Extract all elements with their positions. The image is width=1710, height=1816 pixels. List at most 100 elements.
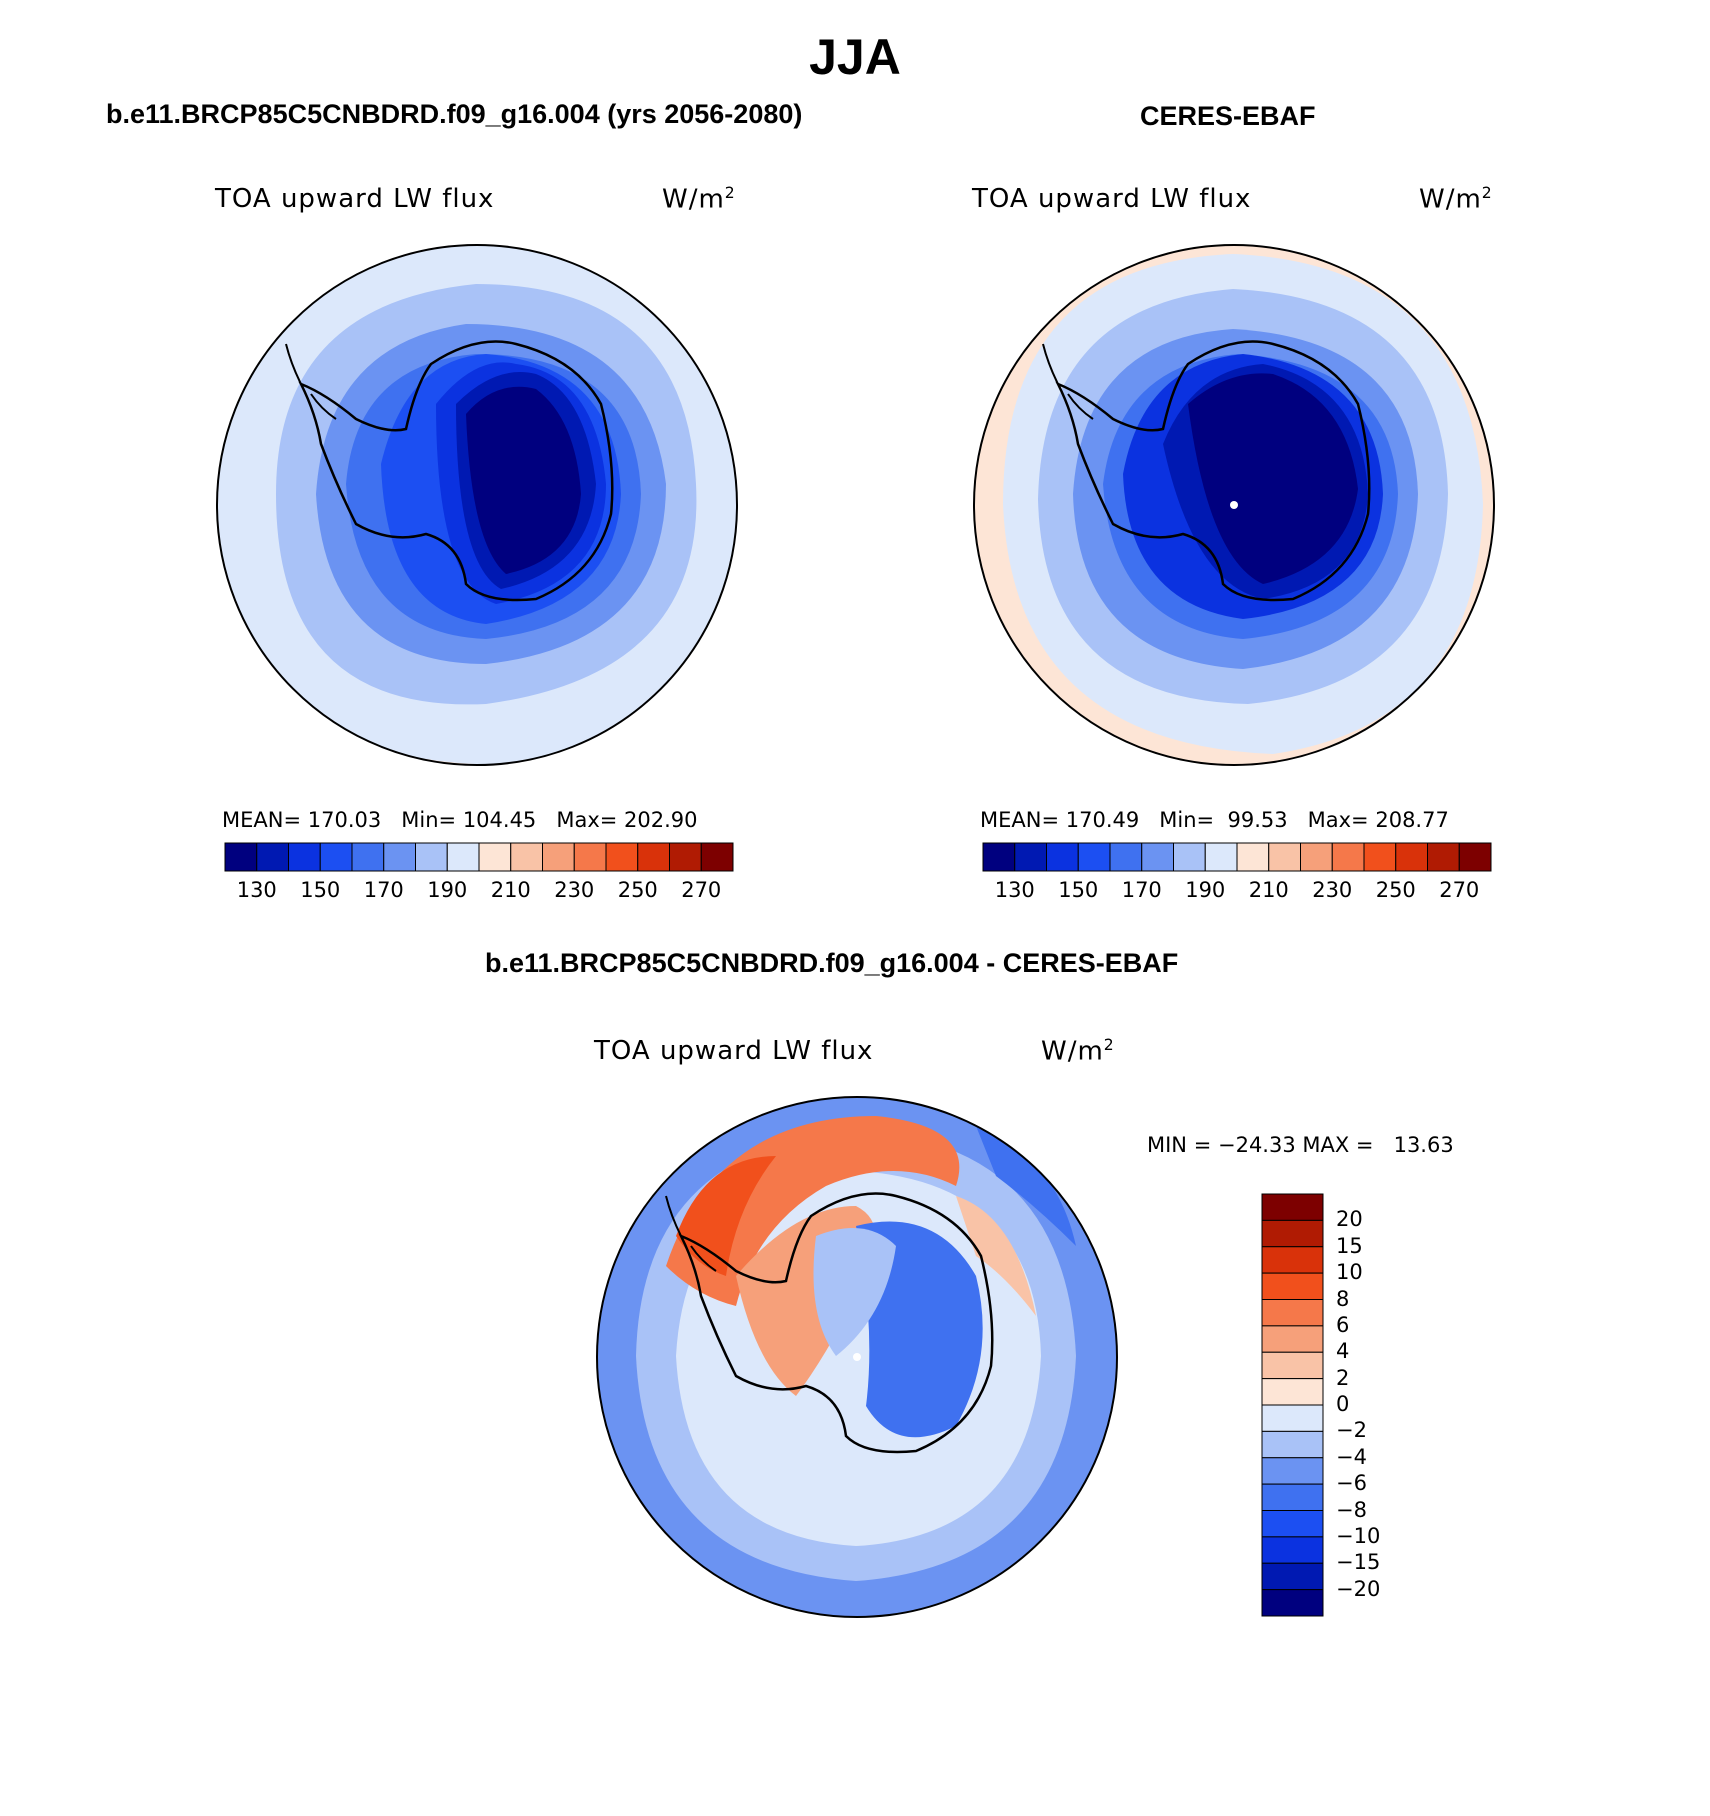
- colorbar-swatch: [383, 842, 416, 872]
- figure-title: JJA: [809, 29, 901, 85]
- colorbar-tick-label: 6: [1336, 1312, 1350, 1337]
- diff-land-mixed: [813, 1228, 896, 1356]
- peninsula-coast: [285, 343, 337, 420]
- model-unit-label: W/m2: [662, 184, 736, 215]
- obs-polar-map: [973, 244, 1495, 766]
- colorbar-tick-label: 270: [1439, 878, 1480, 902]
- colorbar-tick-label: −10: [1336, 1523, 1381, 1548]
- colorbar-swatch: [1261, 1404, 1324, 1432]
- colorbar-tick-label: 10: [1336, 1260, 1363, 1285]
- colorbar-swatch: [982, 842, 1016, 872]
- colorbar-tick-label: 2: [1336, 1365, 1350, 1390]
- model-colorbar: [224, 842, 734, 872]
- colorbar-tick-label: 20: [1336, 1207, 1363, 1232]
- colorbar-swatch: [1261, 1430, 1324, 1459]
- colorbar-tick-label: 250: [1375, 878, 1416, 902]
- colorbar-swatch: [1261, 1589, 1324, 1617]
- colorbar-swatch: [1261, 1351, 1324, 1380]
- obs-variable-label: TOA upward LW flux: [972, 184, 1252, 214]
- colorbar-tick-label: 170: [1121, 878, 1162, 902]
- obs-stats: MEAN= 170.49 Min= 99.53 Max= 208.77: [980, 808, 1449, 832]
- colorbar-swatch: [1300, 842, 1333, 872]
- colorbar-swatch: [542, 842, 575, 872]
- contour-core: [1188, 373, 1358, 584]
- colorbar-swatch: [1395, 842, 1428, 872]
- contour-core: [466, 386, 581, 574]
- panel-diff-title: b.e11.BRCP85C5CNBDRD.f09_g16.004 - CERES…: [485, 948, 1179, 978]
- diff-colorbar: [1261, 1193, 1324, 1617]
- colorbar-swatch: [256, 842, 289, 872]
- colorbar-swatch: [637, 842, 670, 872]
- colorbar-swatch: [1173, 842, 1206, 872]
- colorbar-swatch: [1261, 1325, 1324, 1353]
- colorbar-tick-label: 210: [1248, 878, 1289, 902]
- colorbar-swatch: [605, 842, 639, 872]
- colorbar-tick-label: 0: [1336, 1392, 1350, 1416]
- colorbar-swatch: [319, 842, 353, 872]
- colorbar-tick-label: −8: [1336, 1497, 1367, 1522]
- colorbar-swatch: [1077, 842, 1111, 872]
- model-polar-map: [216, 244, 738, 766]
- colorbar-tick-label: 15: [1336, 1233, 1363, 1258]
- colorbar-tick-label: 150: [300, 878, 341, 902]
- colorbar-tick-label: 130: [994, 878, 1035, 902]
- coastline: [1055, 340, 1371, 602]
- colorbar-swatch: [1261, 1272, 1324, 1300]
- pole-marker: [853, 1353, 861, 1361]
- colorbar-tick-label: 270: [681, 878, 722, 902]
- colorbar-tick-label: 190: [1185, 878, 1226, 902]
- colorbar-swatch: [1204, 842, 1238, 872]
- colorbar-swatch: [1458, 842, 1492, 872]
- colorbar-swatch: [1046, 842, 1079, 872]
- colorbar-tick-label: −20: [1336, 1576, 1381, 1601]
- colorbar-tick-label: 230: [554, 878, 595, 902]
- colorbar-swatch: [700, 842, 734, 872]
- colorbar-swatch: [1261, 1378, 1324, 1406]
- obs-colorbar-ticks: 130 150 170 190 210 230 250 270: [983, 878, 1491, 908]
- colorbar-tick-label: −15: [1336, 1550, 1381, 1575]
- colorbar-tick-label: 8: [1336, 1286, 1350, 1311]
- coastline: [678, 1192, 994, 1454]
- diff-stats: MIN = −24.33 MAX = 13.63: [1147, 1133, 1454, 1157]
- colorbar-tick-label: 4: [1336, 1339, 1350, 1364]
- colorbar-swatch: [573, 842, 607, 872]
- model-stats: MEAN= 170.03 Min= 104.45 Max= 202.90: [222, 808, 698, 832]
- colorbar-tick-label: 150: [1058, 878, 1099, 902]
- colorbar-tick-label: −2: [1336, 1418, 1367, 1443]
- colorbar-swatch: [1109, 842, 1143, 872]
- pole-marker: [1230, 501, 1238, 509]
- obs-colorbar: [982, 842, 1492, 872]
- model-colorbar-ticks: 130 150 170 190 210 230 250 270: [225, 878, 733, 908]
- coastline: [298, 340, 614, 602]
- colorbar-swatch: [1331, 842, 1365, 872]
- colorbar-swatch: [478, 842, 512, 872]
- colorbar-swatch: [1261, 1483, 1324, 1511]
- colorbar-swatch: [224, 842, 258, 872]
- colorbar-swatch: [288, 842, 321, 872]
- colorbar-swatch: [415, 842, 448, 872]
- colorbar-swatch: [1141, 842, 1174, 872]
- colorbar-tick-label: 190: [427, 878, 468, 902]
- diff-polar-map: [596, 1096, 1118, 1618]
- peninsula-coast: [1042, 343, 1094, 420]
- colorbar-swatch: [1261, 1246, 1324, 1274]
- diff-unit-label: W/m2: [1041, 1036, 1115, 1067]
- colorbar-swatch: [669, 842, 702, 872]
- colorbar-swatch: [1427, 842, 1460, 872]
- colorbar-swatch: [1261, 1299, 1324, 1327]
- peninsula-coast: [665, 1195, 717, 1272]
- colorbar-swatch: [1014, 842, 1047, 872]
- colorbar-swatch: [1261, 1536, 1324, 1564]
- colorbar-swatch: [1236, 842, 1270, 872]
- diff-variable-label: TOA upward LW flux: [594, 1036, 874, 1066]
- colorbar-swatch: [351, 842, 385, 872]
- colorbar-tick-label: 230: [1312, 878, 1353, 902]
- diff-warm-peach: [956, 1196, 1036, 1316]
- panel-obs-title: CERES-EBAF: [1140, 101, 1316, 131]
- colorbar-tick-label: −6: [1336, 1471, 1367, 1496]
- colorbar-swatch: [1261, 1510, 1324, 1538]
- colorbar-swatch: [1261, 1193, 1324, 1221]
- diff-blue-patch: [976, 1126, 1076, 1246]
- colorbar-tick-label: 250: [617, 878, 658, 902]
- colorbar-swatch: [1261, 1562, 1324, 1591]
